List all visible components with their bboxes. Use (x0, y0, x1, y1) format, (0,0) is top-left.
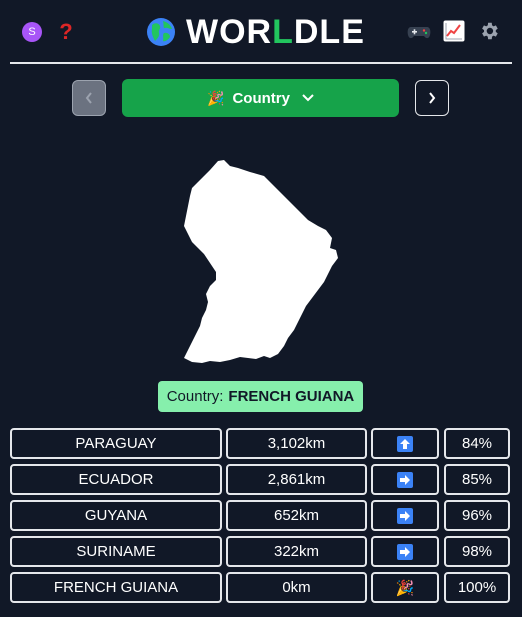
settings-gear-icon (482, 22, 498, 40)
answer-name: FRENCH GUIANA (228, 388, 355, 405)
chevron-down-icon (302, 94, 314, 102)
previous-button[interactable] (72, 80, 106, 116)
globe-icon (147, 18, 175, 46)
mode-label: Country (232, 89, 290, 107)
guess-country: ECUADOR (10, 464, 222, 495)
party-popper-icon: 🎉 (395, 579, 415, 597)
guess-direction (371, 428, 439, 459)
arrow-right-icon (397, 543, 413, 560)
guess-distance: 2,861km (226, 464, 367, 495)
next-button[interactable] (415, 80, 449, 116)
chevron-right-icon (429, 92, 436, 104)
guess-direction (371, 500, 439, 531)
guess-row: FRENCH GUIANA 0km 🎉 100% (10, 572, 512, 603)
support-icon[interactable]: S (22, 22, 42, 42)
guess-distance: 322km (226, 536, 367, 567)
guess-row: GUYANA 652km 96% (10, 500, 512, 531)
guess-direction (371, 536, 439, 567)
guess-country: PARAGUAY (10, 428, 222, 459)
support-letter: S (28, 26, 36, 38)
title-highlight: L (272, 12, 294, 51)
guess-proximity: 84% (444, 428, 510, 459)
stats-icon[interactable] (443, 20, 465, 42)
answer-prefix: Country: (166, 388, 224, 405)
guess-proximity: 85% (444, 464, 510, 495)
answer-badge: Country: FRENCH GUIANA (158, 381, 363, 412)
guess-proximity: 98% (444, 536, 510, 567)
arrow-right-icon (397, 507, 413, 524)
guess-row: PARAGUAY 3,102km 84% (10, 428, 512, 459)
guess-proximity: 96% (444, 500, 510, 531)
guess-country: SURINAME (10, 536, 222, 567)
gamepad-icon (407, 27, 431, 39)
mode-select[interactable]: 🎉 Country (122, 79, 399, 117)
party-popper-icon: 🎉 (207, 89, 225, 106)
chevron-left-icon (85, 92, 92, 104)
guess-direction (371, 464, 439, 495)
help-symbol: ? (59, 19, 73, 44)
guess-row: ECUADOR 2,861km 85% (10, 464, 512, 495)
help-icon[interactable]: ? (55, 18, 77, 46)
header: S ? WORLDLE (0, 0, 522, 62)
guess-distance: 0km (226, 572, 367, 603)
guess-distance: 3,102km (226, 428, 367, 459)
guess-country: GUYANA (10, 500, 222, 531)
guess-row: SURINAME 322km 98% (10, 536, 512, 567)
chart-up-icon (443, 20, 465, 42)
guess-country: FRENCH GUIANA (10, 572, 222, 603)
arrow-up-icon (397, 435, 413, 452)
games-icon[interactable] (406, 20, 432, 44)
country-silhouette (184, 160, 338, 363)
guess-list: PARAGUAY 3,102km 84% ECUADOR 2,861km 85%… (10, 428, 512, 608)
guess-distance: 652km (226, 500, 367, 531)
guess-direction: 🎉 (371, 572, 439, 603)
header-divider (10, 62, 512, 64)
app-title: WORLDLE (146, 12, 365, 52)
title-prefix: WOR (186, 12, 273, 51)
gear-icon[interactable] (477, 19, 501, 43)
title-suffix: DLE (293, 12, 365, 51)
arrow-right-icon (397, 471, 413, 488)
guess-proximity: 100% (444, 572, 510, 603)
